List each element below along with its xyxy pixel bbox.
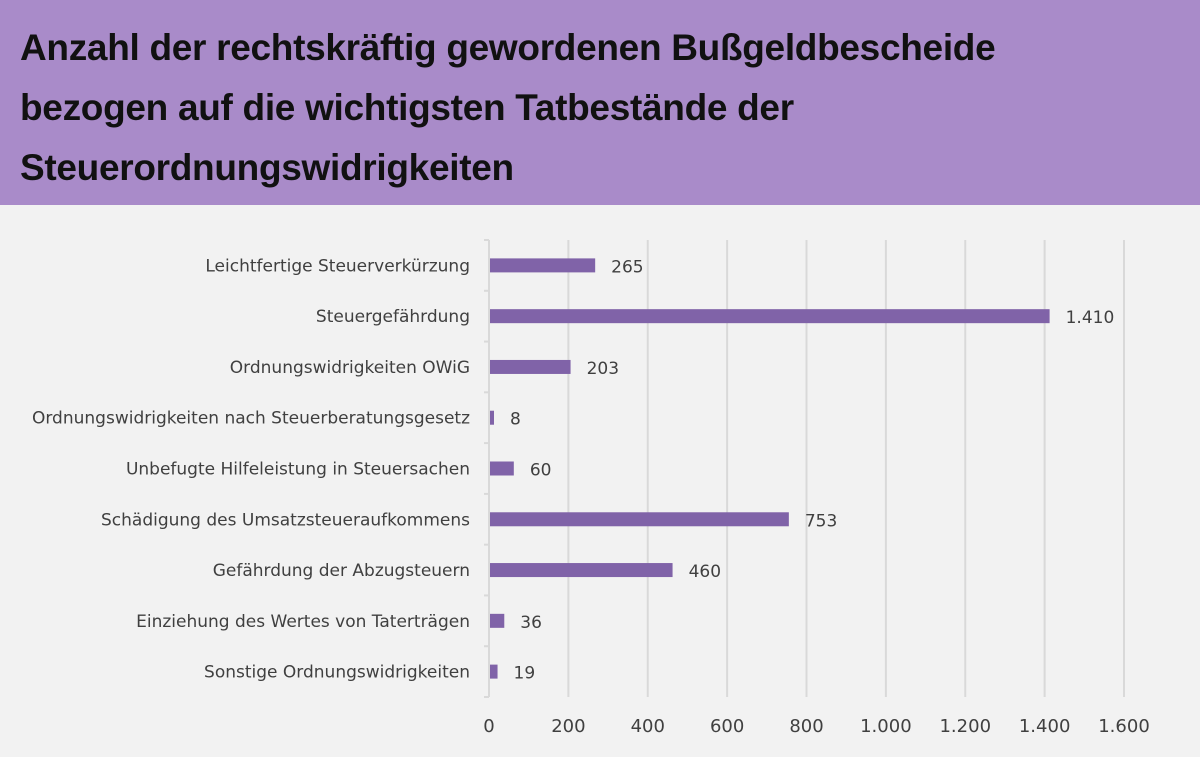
bar (490, 613, 505, 628)
x-tick-label: 1.200 (939, 716, 991, 737)
bar (490, 258, 596, 273)
data-label: 19 (514, 664, 536, 684)
category-label: Ordnungswidrigkeiten OWiG (230, 358, 470, 378)
category-label: Gefährdung der Abzugsteuern (213, 561, 470, 581)
category-label: Leichtfertige Steuerverkürzung (205, 256, 470, 276)
bar (490, 563, 673, 578)
x-tick-label: 800 (789, 716, 823, 737)
x-tick-label: 600 (710, 716, 744, 737)
data-label: 60 (530, 461, 552, 481)
data-label: 1.410 (1066, 308, 1115, 328)
bar (490, 461, 514, 476)
chart-title: Anzahl der rechtskräftig gewordenen Bußg… (20, 27, 996, 188)
data-label: 203 (587, 359, 619, 379)
category-label: Schädigung des Umsatzsteueraufkommens (101, 510, 470, 530)
category-label: Einziehung des Wertes von Taterträgen (136, 612, 470, 632)
data-label: 8 (510, 410, 521, 430)
category-label: Steuergefährdung (316, 307, 470, 327)
data-label: 265 (611, 257, 643, 277)
bar (490, 359, 571, 374)
data-label: 753 (805, 511, 837, 531)
x-tick-label: 200 (551, 716, 585, 737)
header-band: Anzahl der rechtskräftig gewordenen Bußg… (0, 0, 1200, 205)
category-label: Ordnungswidrigkeiten nach Steuerberatung… (32, 409, 470, 429)
category-label: Unbefugte Hilfeleistung in Steuersachen (126, 460, 470, 480)
bar (490, 410, 494, 425)
data-label: 460 (689, 562, 721, 582)
x-tick-label: 1.400 (1019, 716, 1071, 737)
bar (490, 309, 1050, 324)
category-label: Sonstige Ordnungswidrigkeiten (204, 663, 470, 683)
bar (490, 664, 498, 679)
x-tick-label: 1.600 (1098, 716, 1150, 737)
x-tick-label: 400 (631, 716, 665, 737)
data-label: 36 (520, 613, 542, 633)
x-tick-label: 1.000 (860, 716, 912, 737)
bar (490, 512, 789, 527)
x-tick-label: 0 (483, 716, 494, 737)
bar-chart: 0 200 400 600 800 1.000 1.200 1.400 1.600 Leichtf… (32, 239, 1150, 737)
